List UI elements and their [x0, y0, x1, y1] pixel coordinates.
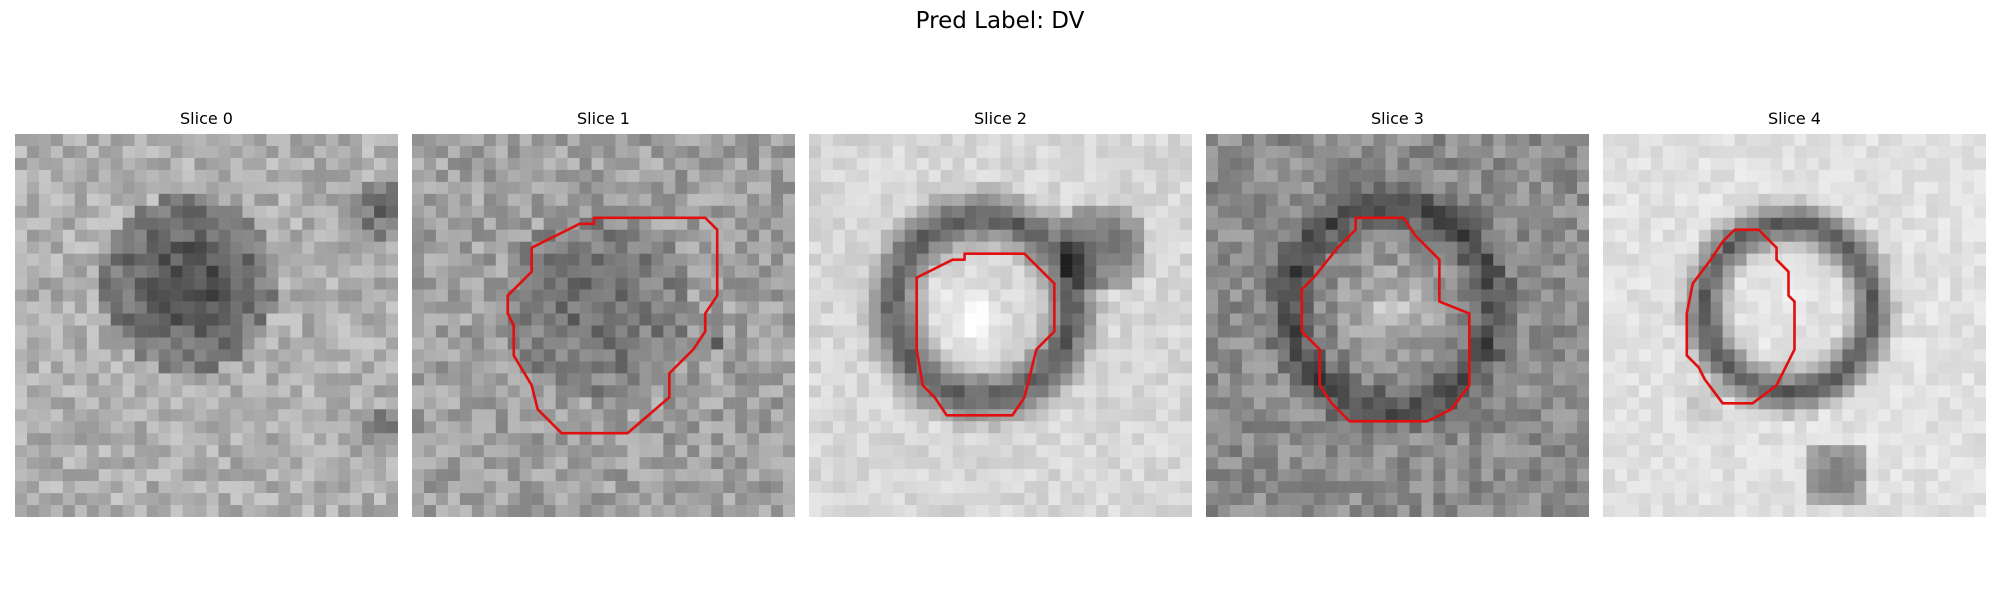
slice-title: Slice 4 — [1768, 109, 1821, 128]
slice-title: Slice 0 — [180, 109, 233, 128]
slice-panel-1: Slice 1 — [412, 108, 795, 517]
slice-panel-2: Slice 2 — [809, 108, 1192, 517]
slice-image — [412, 134, 795, 517]
segmentation-contour — [1685, 228, 1796, 405]
slice-panel-3: Slice 3 — [1206, 108, 1589, 517]
slice-image — [809, 134, 1192, 517]
slice-image — [1603, 134, 1986, 517]
segmentation-contour — [915, 252, 1056, 417]
slice-image — [1206, 134, 1589, 517]
segmentation-contour — [1300, 216, 1471, 423]
figure-title: Pred Label: DV — [915, 8, 1085, 34]
slice-panel-0: Slice 0 — [15, 108, 398, 517]
slice-panel-4: Slice 4 — [1603, 108, 1986, 517]
slice-title: Slice 2 — [974, 109, 1027, 128]
slice-title: Slice 1 — [577, 109, 630, 128]
slice-title: Slice 3 — [1371, 109, 1424, 128]
slice-image — [15, 134, 398, 517]
segmentation-contour — [506, 216, 719, 435]
